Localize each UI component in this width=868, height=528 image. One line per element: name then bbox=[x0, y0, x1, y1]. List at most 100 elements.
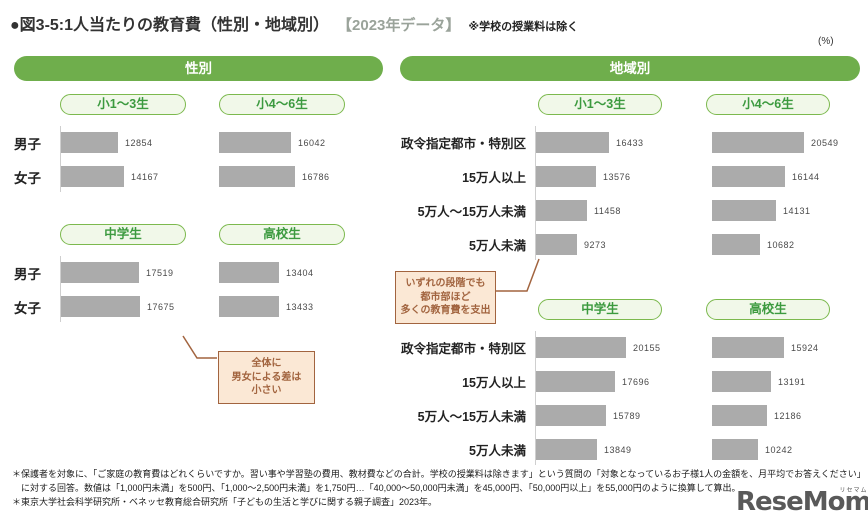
chart-subheader: 高校生 bbox=[706, 299, 830, 320]
bar-row: 女子 17675 bbox=[14, 296, 186, 317]
bar bbox=[535, 234, 577, 255]
bar-row: 政令指定都市・特別区20549 bbox=[712, 132, 839, 153]
chart-subheader: 中学生 bbox=[60, 224, 186, 245]
bar bbox=[535, 166, 596, 187]
bar-row: 5万人〜15万人未満 15789 bbox=[397, 405, 662, 426]
bar bbox=[60, 262, 139, 283]
page-title: ●図3-5:1人当たりの教育費（性別・地域別） bbox=[10, 17, 330, 34]
bar-value-label: 13576 bbox=[603, 171, 631, 182]
bar-value-label: 15924 bbox=[791, 342, 819, 353]
bar bbox=[712, 371, 771, 392]
footnote-method: ＊保護者を対象に、「ご家庭の教育費はどれくらいですか。習い事や学習塾の費用、教材… bbox=[12, 469, 862, 493]
category-label: 5万人〜15万人未満 bbox=[417, 410, 526, 424]
bar-row: 5万人〜15万人未満12186 bbox=[712, 405, 830, 426]
chart-subheader: 小1〜3生 bbox=[538, 94, 662, 115]
bar bbox=[712, 439, 758, 460]
chart-region-elementary-1-3: 小1〜3生 政令指定都市・特別区 16433 15万人以上 13576 5万人〜15万人… bbox=[397, 94, 662, 268]
bar-value-label: 17519 bbox=[146, 267, 174, 278]
footnote-source: ＊東京大学社会科学研究所・ベネッセ教育総合研究所「子どもの生活と学びに関する親子… bbox=[12, 496, 438, 507]
bar bbox=[60, 166, 124, 187]
category-label: 政令指定都市・特別区 bbox=[400, 342, 526, 356]
bar bbox=[60, 296, 140, 317]
chart-subheader: 中学生 bbox=[538, 299, 662, 320]
bar bbox=[535, 405, 606, 426]
bar-value-label: 15789 bbox=[613, 410, 641, 421]
bar bbox=[535, 439, 597, 460]
chart-region-junior-high: 中学生 政令指定都市・特別区 20155 15万人以上 17696 5万人〜15万人未満… bbox=[397, 299, 662, 473]
callout-line: いずれの段階でも bbox=[405, 278, 486, 289]
bar-row: 5万人〜15万人未満14131 bbox=[712, 200, 839, 221]
bar bbox=[219, 166, 295, 187]
callout-gender-note: 全体に 男女による差は 小さい bbox=[218, 351, 315, 404]
category-label: 15万人以上 bbox=[462, 171, 526, 185]
bar-value-label: 10682 bbox=[767, 239, 795, 250]
bar-value-label: 20549 bbox=[811, 137, 839, 148]
category-label: 女子 bbox=[14, 300, 41, 316]
title-exclusion-note: ※学校の授業料は除く bbox=[468, 21, 579, 33]
callout-line: 都市部ほど bbox=[420, 291, 471, 303]
bar-value-label: 11458 bbox=[594, 205, 621, 216]
resemom-logo-kana: リセマム bbox=[839, 488, 868, 494]
bar bbox=[219, 262, 279, 283]
section-header-region: 地域別 bbox=[400, 56, 860, 81]
bar-row: 15万人以上13191 bbox=[712, 371, 830, 392]
bar-row: 女子13433 bbox=[219, 296, 345, 317]
bar-value-label: 13404 bbox=[286, 267, 314, 278]
bar bbox=[60, 132, 118, 153]
bar-row: 男子13404 bbox=[219, 262, 345, 283]
bar bbox=[535, 200, 587, 221]
bar-row: 15万人以上16144 bbox=[712, 166, 839, 187]
bar bbox=[712, 234, 760, 255]
bar-value-label: 13191 bbox=[778, 376, 806, 387]
bar-value-label: 12854 bbox=[125, 137, 153, 148]
chart-gender-elementary-4-6: 小4〜6生 男子16042 女子16786 bbox=[219, 94, 345, 200]
bar-value-label: 16042 bbox=[298, 137, 326, 148]
unit-label: (%) bbox=[818, 36, 834, 47]
chart-subheader: 小1〜3生 bbox=[60, 94, 186, 115]
title-row: ●図3-5:1人当たりの教育費（性別・地域別） 【2023年データ】 ※学校の授… bbox=[10, 11, 578, 35]
category-label: 15万人以上 bbox=[462, 376, 526, 390]
chart-gender-elementary-1-3: 小1〜3生 男子 12854 女子 14167 bbox=[14, 94, 186, 200]
bar-value-label: 13433 bbox=[286, 301, 314, 312]
chart-region-high-school: 高校生 政令指定都市・特別区15924 15万人以上13191 5万人〜15万人未満… bbox=[706, 299, 830, 473]
category-label: 男子 bbox=[14, 266, 41, 282]
bar-row: 5万人未満 9273 bbox=[397, 234, 662, 255]
bar-row: 男子16042 bbox=[219, 132, 345, 153]
bar-value-label: 16786 bbox=[302, 171, 330, 182]
chart-gender-high-school: 高校生 男子13404 女子13433 bbox=[219, 224, 345, 330]
resemom-logo-text: ReseMom. bbox=[736, 487, 868, 517]
bar-row: 15万人以上 13576 bbox=[397, 166, 662, 187]
bar-value-label: 13849 bbox=[604, 444, 632, 455]
bar-row: 5万人〜15万人未満 11458 bbox=[397, 200, 662, 221]
bar-value-label: 17675 bbox=[147, 301, 175, 312]
bar-value-label: 16433 bbox=[616, 137, 644, 148]
callout-region-note: いずれの段階でも 都市部ほど 多くの教育費を支出 bbox=[395, 271, 496, 324]
chart-gender-junior-high: 中学生 男子 17519 女子 17675 bbox=[14, 224, 186, 330]
category-label: 5万人未満 bbox=[469, 239, 526, 253]
category-label: 女子 bbox=[14, 170, 41, 186]
category-label: 5万人〜15万人未満 bbox=[417, 205, 526, 219]
chart-region-elementary-4-6: 小4〜6生 政令指定都市・特別区20549 15万人以上16144 5万人〜15万人… bbox=[706, 94, 839, 268]
bar bbox=[535, 371, 615, 392]
bar-row: 5万人未満10682 bbox=[712, 234, 839, 255]
bar bbox=[712, 166, 785, 187]
bar-row: 女子16786 bbox=[219, 166, 345, 187]
bar bbox=[219, 296, 279, 317]
title-year-tag: 【2023年データ】 bbox=[337, 17, 461, 34]
bar bbox=[535, 337, 626, 358]
bar-row: 政令指定都市・特別区15924 bbox=[712, 337, 830, 358]
callout-line: 全体に bbox=[251, 358, 282, 369]
section-header-gender: 性別 bbox=[14, 56, 383, 81]
bar bbox=[712, 200, 776, 221]
bar-row: 5万人未満10242 bbox=[712, 439, 830, 460]
bar-value-label: 10242 bbox=[765, 444, 793, 455]
bar-row: 5万人未満 13849 bbox=[397, 439, 662, 460]
bar-row: 女子 14167 bbox=[14, 166, 186, 187]
chart-subheader: 高校生 bbox=[219, 224, 345, 245]
bar bbox=[712, 405, 767, 426]
bar-row: 政令指定都市・特別区 16433 bbox=[397, 132, 662, 153]
category-label: 政令指定都市・特別区 bbox=[400, 137, 526, 151]
bar-value-label: 17696 bbox=[622, 376, 650, 387]
chart-subheader: 小4〜6生 bbox=[706, 94, 830, 115]
